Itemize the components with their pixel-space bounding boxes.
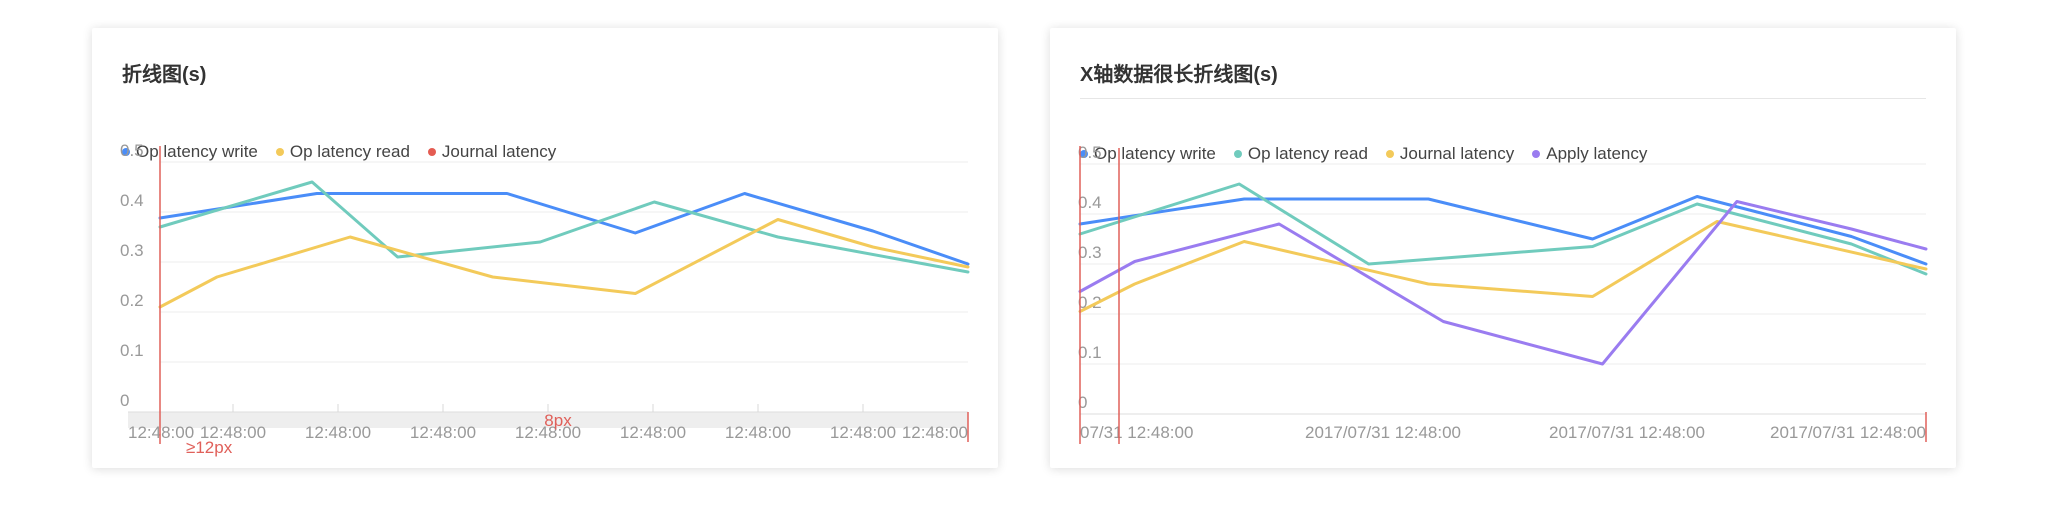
- legend-dot: [122, 148, 130, 156]
- chart-plot-left: 0 0.1 0.2 0.3 0.4 0.5 12:48:00 12:48:00 12:48:00…: [120, 141, 970, 457]
- legend-item-op-latency-write[interactable]: Op latency write: [1080, 144, 1216, 164]
- legend-label: Apply latency: [1546, 144, 1648, 163]
- x-tick-label: 07/31 12:48:00: [1080, 423, 1193, 442]
- series-line: [158, 192, 970, 266]
- chart-card-right: X轴数据很长折线图(s) Op latency write Op latency…: [1050, 28, 1956, 468]
- series-line: [1078, 200, 1928, 366]
- y-tick-label: 0.5: [120, 141, 144, 160]
- legend-item-apply-latency[interactable]: Apply latency: [1532, 144, 1647, 164]
- x-tick-label: 12:48:00: [725, 423, 791, 442]
- y-tick-label: 0: [1078, 393, 1087, 412]
- y-tick-label: 0.3: [1078, 243, 1102, 262]
- legend-dot: [1233, 150, 1242, 158]
- series-line: [158, 180, 970, 274]
- legend-label: Journal latency: [441, 142, 557, 161]
- legend-label: Op latency read: [1247, 144, 1368, 163]
- x-tick-label: 2017/07/31 12:48:00: [1549, 423, 1705, 442]
- chart-card-left: 折线图(s) Op latency write Op latency read …: [92, 28, 998, 468]
- y-tick-label: 0.1: [120, 341, 144, 360]
- legend-label: Op latency write: [136, 142, 258, 161]
- x-tick-label: 12:48:00: [620, 423, 686, 442]
- y-tick-label: 0.2: [120, 291, 144, 310]
- x-tick-label: 12:48:00: [410, 423, 476, 442]
- x-axis-band: [128, 412, 968, 428]
- legend-dot: [1385, 150, 1394, 158]
- chart-title: X轴数据很长折线图(s): [1080, 64, 1278, 86]
- chart-plot-right: 0 0.1 0.2 0.3 0.4 0.5 07/31 12:48:00 2017/07/31…: [1078, 143, 1928, 444]
- legend-label: Op latency write: [1094, 144, 1216, 163]
- y-tick-label: 0.1: [1078, 343, 1102, 362]
- series-line: [1078, 220, 1928, 313]
- x-tick-label: 12:48:00: [515, 423, 581, 442]
- series-line: [1078, 182, 1928, 276]
- chart-title: 折线图(s): [122, 64, 207, 86]
- series-line: [158, 218, 970, 309]
- legend-item-op-latency-read[interactable]: Op latency read: [1233, 144, 1368, 164]
- spacing-annotation: 8px: [544, 411, 572, 430]
- chart-legend: Op latency write Op latency read Journal…: [1080, 144, 1665, 164]
- x-tick-label: 12:48:00: [305, 423, 371, 442]
- legend-item-op-latency-read[interactable]: Op latency read: [275, 142, 410, 162]
- legend-item-journal-latency[interactable]: Journal latency: [1385, 144, 1515, 164]
- title-divider: [1080, 98, 1926, 99]
- y-tick-label: 0.2: [1078, 293, 1102, 312]
- x-tick-label: 12:48:00: [128, 423, 194, 442]
- y-tick-label: 0.4: [1078, 193, 1102, 212]
- y-tick-label: 0.5: [1078, 143, 1102, 162]
- x-tick-label: 12:48:00: [902, 423, 968, 442]
- legend-item-journal-latency[interactable]: Journal latency: [427, 142, 557, 162]
- y-tick-label: 0.4: [120, 191, 144, 210]
- legend-dot: [1532, 150, 1541, 158]
- series-line: [1078, 195, 1928, 266]
- x-tick-label: 12:48:00: [200, 423, 266, 442]
- legend-dot: [1080, 150, 1088, 158]
- x-tick-label: 2017/07/31 12:48:00: [1770, 423, 1926, 442]
- legend-dot: [275, 148, 284, 156]
- y-tick-label: 0: [120, 391, 129, 410]
- y-tick-label: 0.3: [120, 241, 144, 260]
- min-spacing-annotation: ≥12px: [186, 438, 233, 457]
- legend-item-op-latency-write[interactable]: Op latency write: [122, 142, 258, 162]
- legend-dot: [427, 148, 436, 156]
- chart-legend: Op latency write Op latency read Journal…: [122, 142, 574, 162]
- legend-label: Journal latency: [1399, 144, 1515, 163]
- x-tick-label: 12:48:00: [830, 423, 896, 442]
- x-tick-label: 2017/07/31 12:48:00: [1305, 423, 1461, 442]
- legend-label: Op latency read: [289, 142, 410, 161]
